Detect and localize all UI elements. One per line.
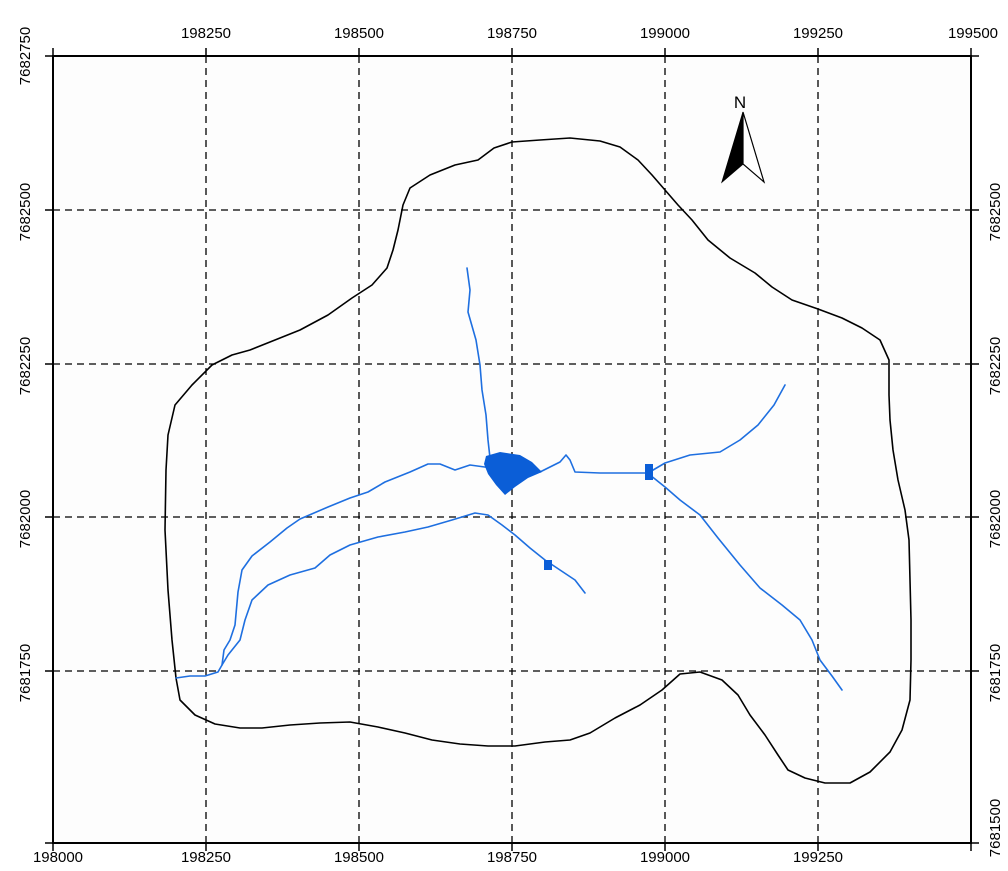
watershed-boundary <box>164 137 912 784</box>
y-axis-labels-right: 7682500 7682250 7682000 7681750 7681500 <box>987 183 1004 857</box>
y-label-right: 7682000 <box>987 490 1004 548</box>
x-label-top: 199500 <box>948 25 998 42</box>
x-label-bottom: 198750 <box>487 849 537 866</box>
map-panel <box>53 56 971 843</box>
tick-marks <box>45 48 979 851</box>
x-axis-labels-top: 198250 198500 198750 199000 199250 19950… <box>181 25 998 42</box>
y-label-right: 7681750 <box>987 644 1004 702</box>
graticule-grid <box>53 56 971 843</box>
y-label-left: 7682000 <box>17 490 34 548</box>
x-label-top: 199250 <box>793 25 843 42</box>
y-label-left: 7682500 <box>17 183 34 241</box>
water-bodies <box>484 452 653 570</box>
x-label-bottom: 198250 <box>181 849 231 866</box>
y-label-left: 7682250 <box>17 337 34 395</box>
y-label-right: 7682250 <box>987 337 1004 395</box>
south-pond <box>544 560 552 570</box>
x-label-bottom: 199250 <box>793 849 843 866</box>
x-label-top: 198250 <box>181 25 231 42</box>
x-label-top: 199000 <box>640 25 690 42</box>
y-axis-labels-left: 7682750 7682500 7682250 7682000 7681750 <box>17 27 34 702</box>
x-label-top: 198500 <box>334 25 384 42</box>
x-label-bottom: 198500 <box>334 849 384 866</box>
x-label-top: 198750 <box>487 25 537 42</box>
y-label-right: 7681500 <box>987 799 1004 857</box>
y-label-left: 7682750 <box>17 27 34 85</box>
x-label-bottom: 199000 <box>640 849 690 866</box>
east-pond <box>645 464 653 480</box>
stream-north-tributary <box>466 267 491 459</box>
stream-southwest-tributary <box>221 512 586 666</box>
stream-southeast-tributary <box>649 474 843 691</box>
north-arrow-right-half <box>742 111 766 184</box>
x-label-bottom: 198000 <box>33 849 83 866</box>
y-label-right: 7682500 <box>987 183 1004 241</box>
stream-west-main <box>175 463 493 679</box>
x-axis-labels-bottom: 198000 198250 198500 198750 199000 19925… <box>33 849 843 866</box>
north-arrow-label: N <box>734 93 746 112</box>
y-label-left: 7681750 <box>17 644 34 702</box>
central-reservoir <box>484 452 542 495</box>
north-arrow-icon: N <box>721 93 766 184</box>
